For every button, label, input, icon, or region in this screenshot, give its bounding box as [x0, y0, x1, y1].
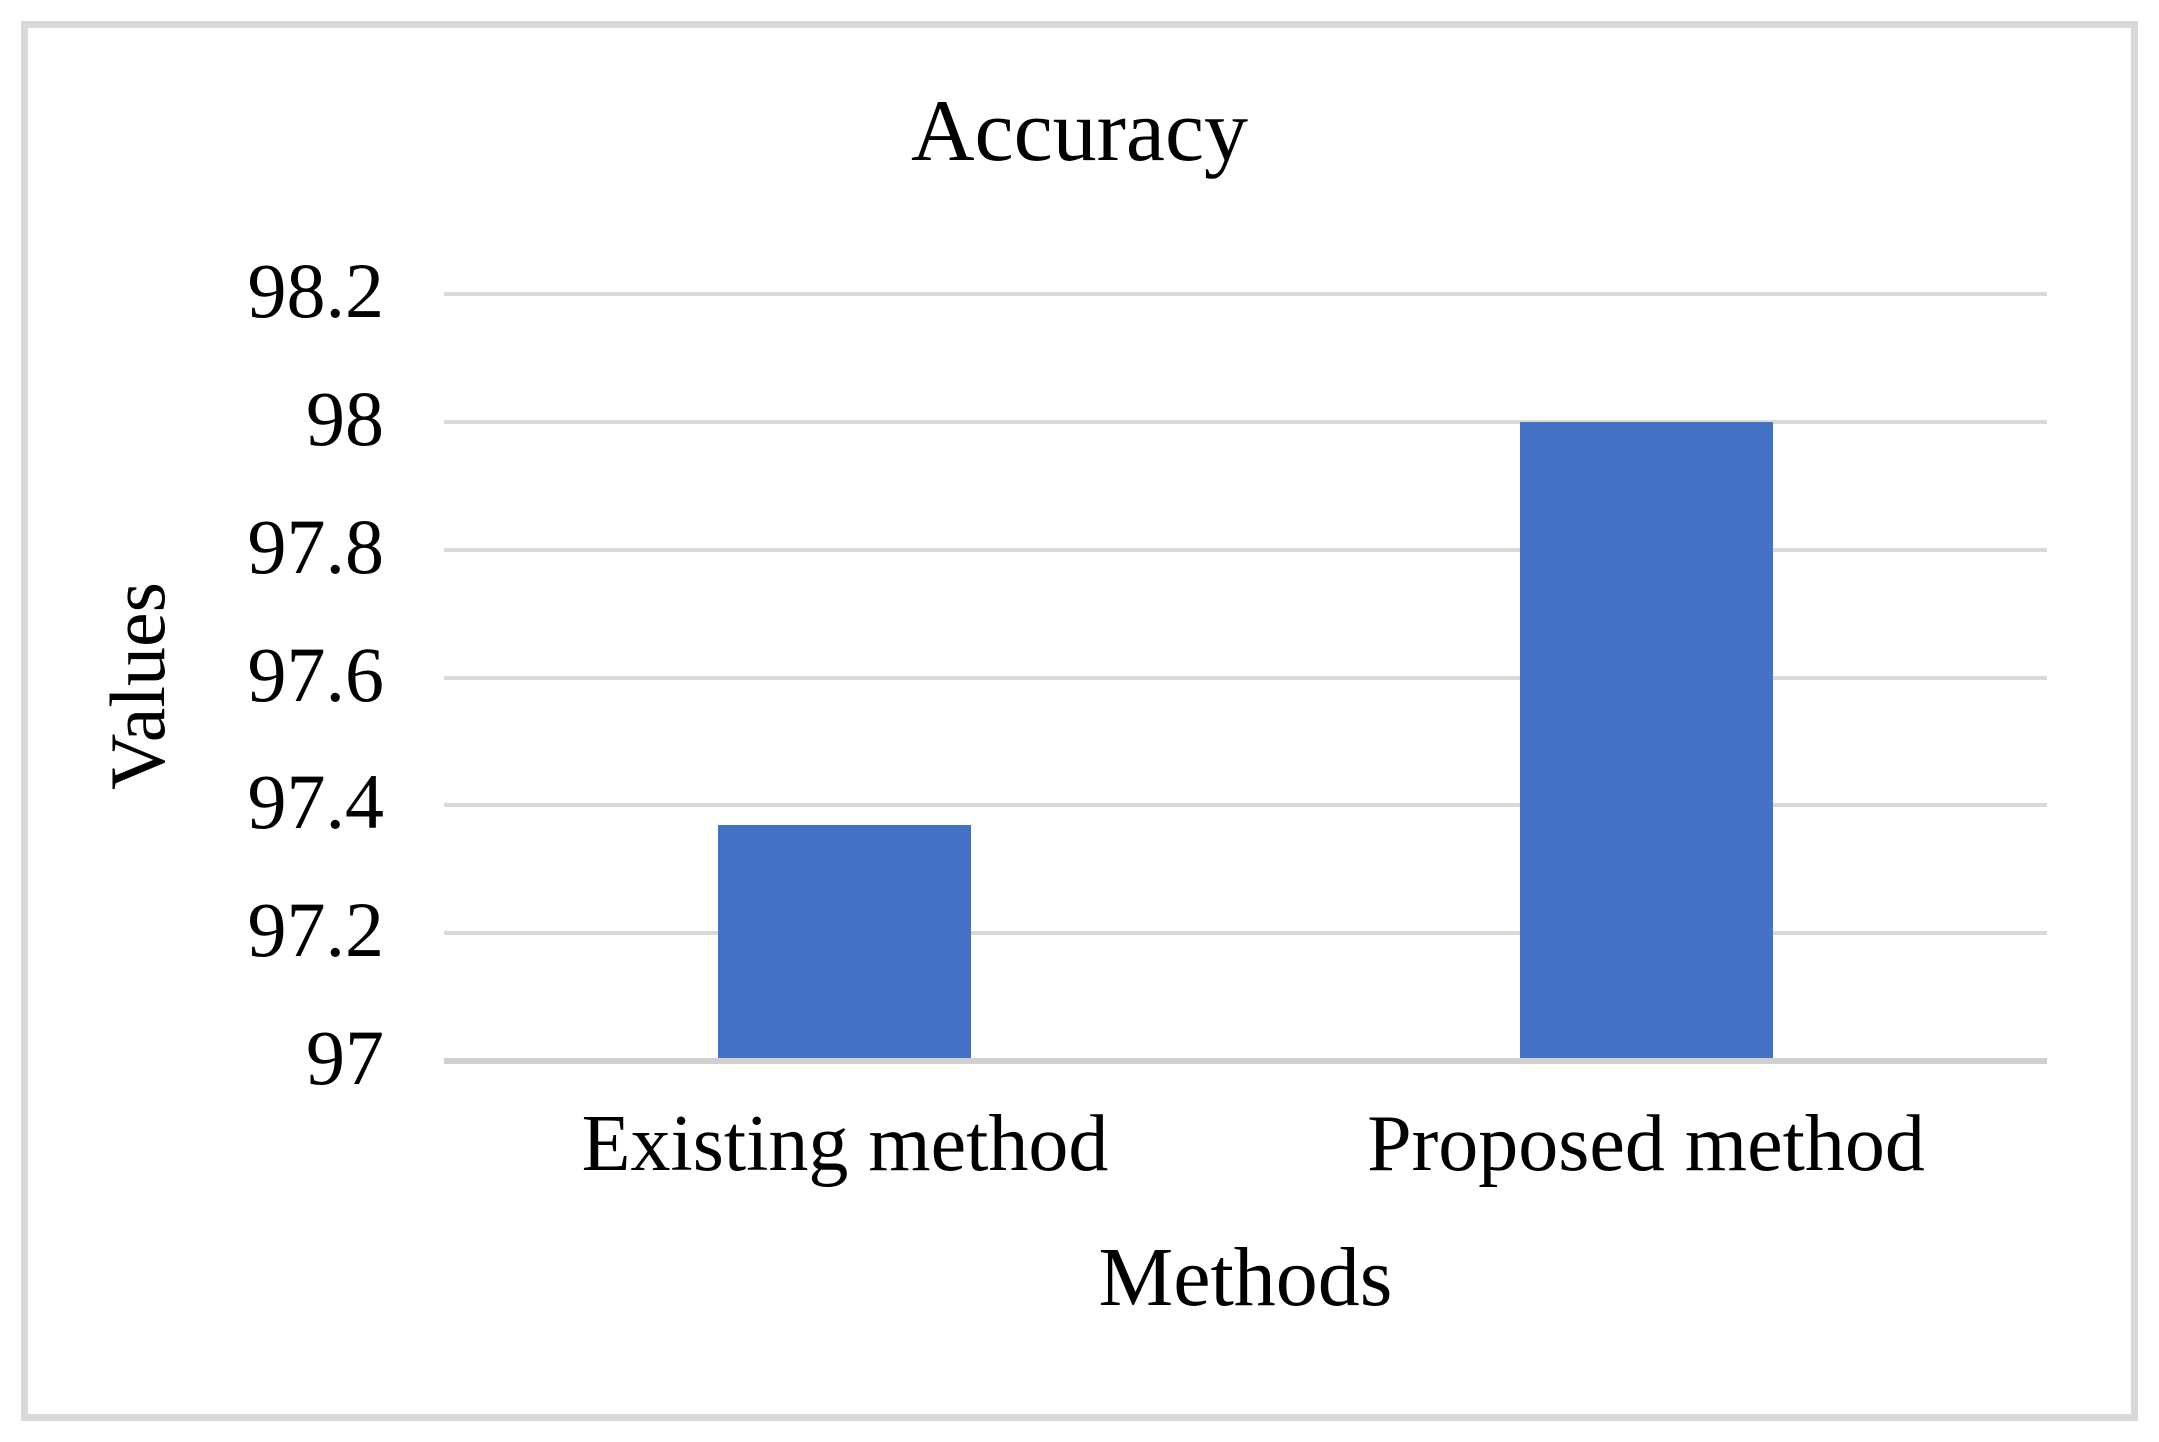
- bars: [444, 294, 2047, 1061]
- x-axis-line: [444, 1058, 2047, 1064]
- y-tick-label: 98.2: [247, 247, 385, 334]
- x-category-label: Existing method: [581, 1100, 1109, 1188]
- gridlines: [444, 292, 2047, 1064]
- gridline: [444, 292, 2047, 296]
- gridline: [444, 419, 2047, 424]
- gridline: [444, 931, 2047, 936]
- chart-border: [21, 21, 2138, 1421]
- gridline: [444, 675, 2047, 680]
- x-axis-title: Methods: [1098, 1231, 1393, 1324]
- chart-title: Accuracy: [910, 83, 1249, 180]
- plot-area: [444, 292, 2047, 1064]
- bar-existing-method: [718, 825, 971, 1061]
- gridline: [444, 547, 2047, 552]
- y-tick-label: 97.8: [247, 503, 385, 590]
- y-tick-label: 97.4: [247, 758, 385, 845]
- y-tick-label: 97: [306, 1014, 384, 1101]
- bar-proposed-method: [1520, 422, 1773, 1061]
- x-category-label: Proposed method: [1367, 1100, 1925, 1188]
- y-tick-label: 97.2: [247, 886, 385, 973]
- y-tick-label: 98: [306, 375, 384, 462]
- gridline: [444, 803, 2047, 808]
- y-tick-label: 97.6: [247, 631, 385, 718]
